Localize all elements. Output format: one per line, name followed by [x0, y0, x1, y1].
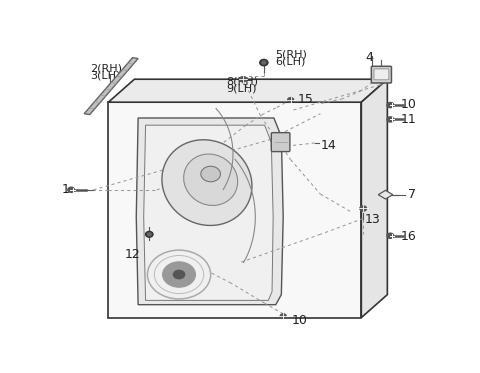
Text: 10: 10: [291, 314, 307, 327]
Text: 4: 4: [366, 51, 373, 64]
Ellipse shape: [201, 166, 220, 182]
Text: 8(RH): 8(RH): [227, 76, 259, 87]
Polygon shape: [84, 58, 138, 115]
Circle shape: [240, 76, 246, 82]
Circle shape: [260, 59, 268, 66]
Text: 7: 7: [408, 188, 416, 201]
Polygon shape: [136, 118, 283, 305]
Circle shape: [173, 270, 185, 279]
Polygon shape: [361, 79, 387, 318]
FancyBboxPatch shape: [271, 133, 290, 151]
Text: 1: 1: [62, 183, 70, 196]
Bar: [108, 102, 361, 318]
FancyBboxPatch shape: [374, 69, 389, 80]
Text: 12: 12: [125, 248, 141, 261]
Text: 9(LH): 9(LH): [227, 84, 257, 94]
Circle shape: [262, 61, 266, 64]
Text: 3(LH): 3(LH): [90, 71, 120, 81]
Text: 14: 14: [321, 139, 337, 152]
Ellipse shape: [184, 154, 238, 206]
Text: 11: 11: [400, 113, 416, 126]
Polygon shape: [144, 125, 273, 300]
Circle shape: [280, 314, 286, 319]
Polygon shape: [378, 190, 393, 199]
Circle shape: [163, 262, 195, 287]
Circle shape: [387, 117, 394, 122]
Circle shape: [387, 233, 394, 238]
Circle shape: [360, 206, 367, 211]
Circle shape: [147, 233, 151, 236]
Text: 10: 10: [400, 98, 416, 111]
Circle shape: [387, 103, 394, 108]
Circle shape: [145, 231, 153, 237]
Circle shape: [68, 187, 74, 192]
Text: 16: 16: [400, 230, 416, 243]
Text: 2(RH): 2(RH): [90, 63, 122, 73]
Polygon shape: [108, 79, 387, 102]
FancyBboxPatch shape: [372, 66, 392, 83]
Ellipse shape: [162, 140, 252, 225]
Text: 15: 15: [297, 93, 313, 106]
Text: 5(RH): 5(RH): [275, 50, 307, 60]
Circle shape: [288, 98, 294, 102]
Text: 6(LH): 6(LH): [275, 57, 305, 67]
Text: 13: 13: [365, 213, 381, 226]
